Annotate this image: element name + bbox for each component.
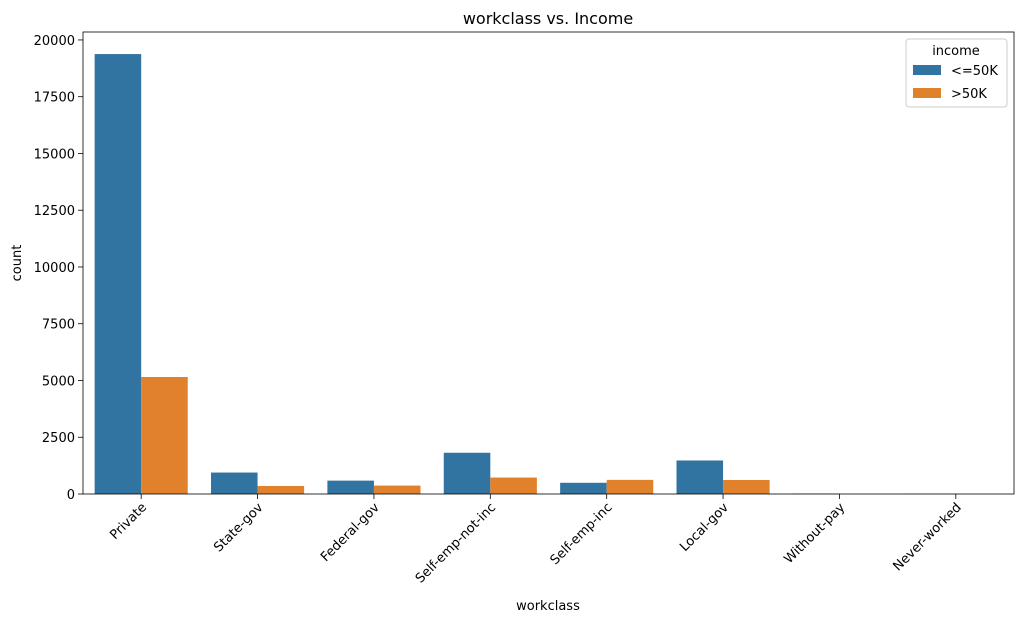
- y-axis: 0 2500 5000 7500 10000 12500 15000 17500 20000: [34, 34, 83, 503]
- x-axis: Private State-gov Federal-gov Self-emp-not-…: [107, 494, 965, 586]
- y-tick-label: 15000: [34, 147, 75, 162]
- x-tick-label: Never-worked: [890, 500, 964, 574]
- bar-local-gov-s0: [676, 460, 724, 494]
- y-tick-label: 2500: [42, 431, 75, 446]
- bar-self-emp-inc-s1: [606, 479, 654, 494]
- legend-swatch-gt50k: [913, 88, 941, 98]
- legend-title: income: [932, 44, 980, 59]
- y-tick-label: 5000: [42, 374, 75, 389]
- x-tick-label: Local-gov: [677, 500, 732, 555]
- bar-federal-gov-s1: [373, 485, 421, 494]
- bar-private-s0: [94, 54, 142, 495]
- bar-self-emp-not-inc-s1: [490, 477, 537, 494]
- legend-swatch-le50k: [913, 65, 941, 75]
- x-tick-label: Federal-gov: [318, 500, 383, 565]
- bar-private-s1: [141, 376, 188, 494]
- x-tick-label: Private: [107, 500, 150, 543]
- y-tick-label: 12500: [34, 204, 75, 219]
- y-tick-label: 10000: [34, 261, 75, 276]
- x-tick-label: Self-emp-inc: [548, 500, 616, 568]
- bar-self-emp-inc-s0: [560, 482, 607, 494]
- y-tick-label: 0: [67, 488, 75, 503]
- y-tick-label: 7500: [42, 318, 75, 333]
- legend: income <=50K >50K: [905, 38, 1008, 108]
- x-axis-label: workclass: [516, 599, 580, 614]
- legend-label-le50k: <=50K: [951, 64, 998, 79]
- bar-federal-gov-s0: [327, 480, 374, 494]
- y-axis-label: count: [10, 245, 25, 282]
- chart-title: workclass vs. Income: [463, 9, 633, 28]
- x-tick-label: Self-emp-not-inc: [413, 500, 499, 586]
- bars-layer: [94, 54, 956, 495]
- y-tick-label: 17500: [34, 91, 75, 106]
- x-tick-label: State-gov: [211, 500, 266, 555]
- legend-label-gt50k: >50K: [951, 87, 987, 102]
- bar-state-gov-s0: [211, 472, 258, 494]
- bar-state-gov-s1: [257, 485, 305, 494]
- y-tick-label: 20000: [34, 34, 75, 49]
- plot-frame: [82, 31, 1015, 495]
- bar-local-gov-s1: [723, 479, 770, 494]
- x-tick-label: Without-pay: [781, 500, 848, 567]
- bar-self-emp-not-inc-s0: [443, 452, 491, 494]
